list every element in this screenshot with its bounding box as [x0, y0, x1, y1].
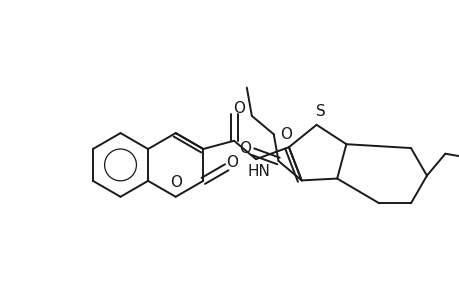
- Text: O: O: [169, 175, 181, 190]
- Text: O: O: [279, 127, 291, 142]
- Text: O: O: [239, 141, 251, 156]
- Text: O: O: [225, 155, 237, 170]
- Text: HN: HN: [247, 164, 270, 178]
- Text: O: O: [233, 101, 245, 116]
- Text: S: S: [315, 104, 325, 119]
